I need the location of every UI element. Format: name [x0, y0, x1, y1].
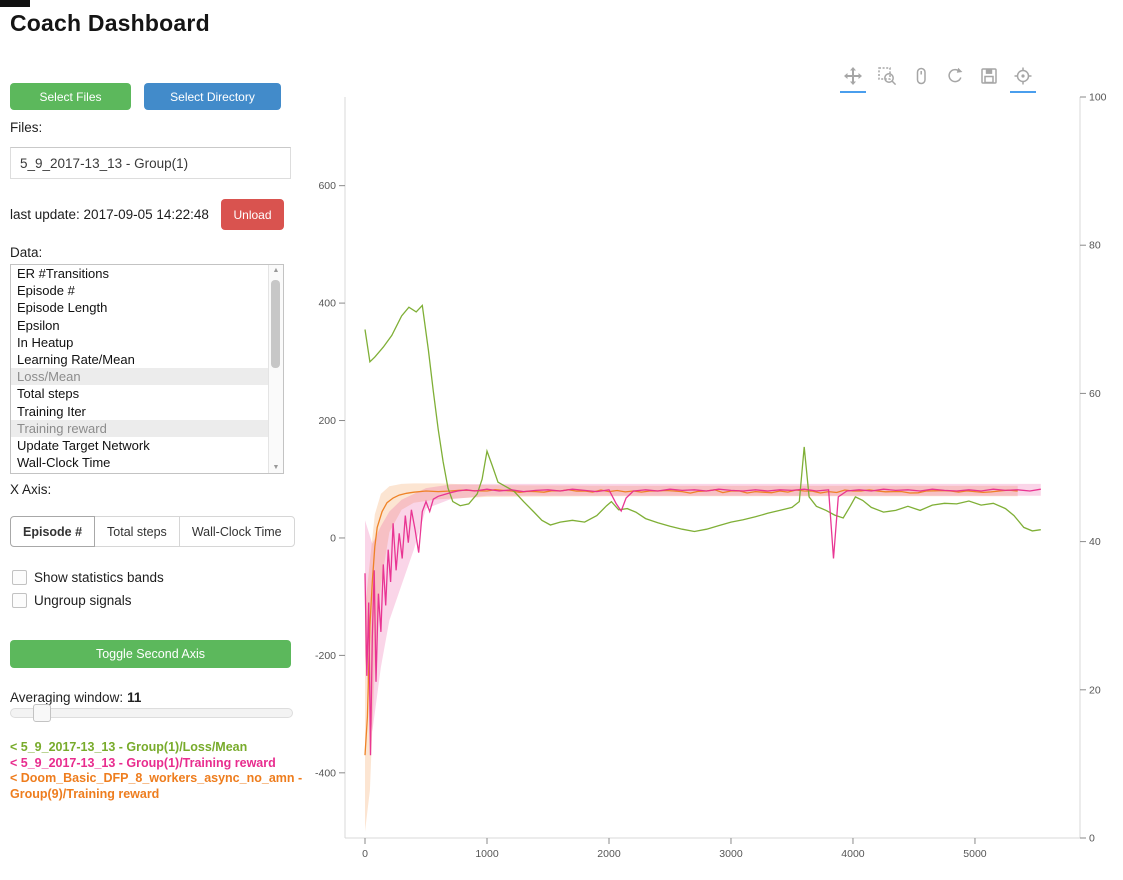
plot-canvas[interactable]: 0 1000 2000 3000 4000 50006004002000-200-4001… — [300, 50, 1123, 875]
x-axis-option-2[interactable]: Wall-Clock Time — [178, 516, 295, 547]
ungroup-signals-label: Ungroup signals — [34, 593, 132, 608]
svg-text:60: 60 — [1089, 388, 1101, 400]
slider-handle[interactable] — [33, 704, 51, 722]
data-label: Data: — [10, 245, 43, 260]
select-files-button[interactable]: Select Files — [10, 83, 131, 110]
x-axis-option-0[interactable]: Episode # — [10, 516, 96, 547]
box-zoom-icon[interactable] — [877, 66, 897, 86]
svg-text:200: 200 — [318, 415, 336, 427]
toggle-second-axis-button[interactable]: Toggle Second Axis — [10, 640, 291, 668]
data-item[interactable]: Training Iter — [17, 403, 86, 419]
data-item[interactable]: Episode # — [17, 283, 75, 299]
svg-text:-400: -400 — [315, 767, 336, 779]
svg-text:400: 400 — [318, 298, 336, 310]
file-select[interactable]: 5_9_2017-13_13 - Group(1) — [10, 147, 291, 179]
legend: < 5_9_2017-13_13 - Group(1)/Loss/Mean < 5… — [10, 740, 304, 802]
data-item[interactable]: Episode Length — [17, 300, 108, 316]
unload-button[interactable]: Unload — [221, 199, 284, 230]
data-item[interactable]: Epsilon — [17, 317, 60, 333]
svg-text:2000: 2000 — [597, 848, 621, 860]
files-label: Files: — [10, 120, 43, 135]
svg-text:3000: 3000 — [719, 848, 743, 860]
x-axis-option-1[interactable]: Total steps — [94, 516, 180, 547]
svg-text:80: 80 — [1089, 240, 1101, 252]
x-axis-label: X Axis: — [10, 482, 52, 497]
save-icon[interactable] — [979, 66, 999, 86]
svg-text:-200: -200 — [315, 650, 336, 662]
listbox-scrollbar[interactable]: ▲ ▼ — [268, 265, 283, 473]
data-listbox[interactable]: ER #Transitions Episode # Episode Length Ep… — [10, 264, 284, 474]
svg-text:0: 0 — [1089, 833, 1095, 845]
x-axis-button-group: Episode # Total steps Wall-Clock Time — [10, 516, 295, 547]
legend-item[interactable]: < 5_9_2017-13_13 - Group(1)/Training rew… — [10, 755, 276, 770]
svg-text:600: 600 — [318, 180, 336, 192]
data-item[interactable]: Wall-Clock Time — [17, 455, 111, 471]
scrollbar-thumb[interactable] — [271, 280, 280, 368]
pan-icon[interactable] — [840, 66, 866, 93]
scroll-up-icon[interactable]: ▲ — [272, 267, 280, 274]
svg-text:100: 100 — [1089, 92, 1107, 104]
ungroup-signals-checkbox[interactable] — [12, 593, 27, 608]
select-directory-button[interactable]: Select Directory — [144, 83, 281, 110]
last-update-text: last update: 2017-09-05 14:22:48 — [10, 207, 209, 222]
file-select-item[interactable]: 5_9_2017-13_13 - Group(1) — [20, 156, 189, 171]
data-item[interactable]: ER #Transitions — [17, 266, 109, 281]
svg-text:1000: 1000 — [475, 848, 499, 860]
svg-text:0: 0 — [330, 532, 336, 544]
legend-item[interactable]: < Doom_Basic_DFP_8_workers_async_no_amn … — [10, 771, 303, 801]
show-statistics-bands-row[interactable]: Show statistics bands — [12, 570, 164, 585]
wheel-zoom-icon[interactable] — [911, 66, 931, 86]
legend-item[interactable]: < 5_9_2017-13_13 - Group(1)/Loss/Mean — [10, 740, 248, 754]
reset-icon[interactable] — [945, 66, 965, 86]
hover-icon[interactable] — [1010, 66, 1036, 93]
show-statistics-bands-checkbox[interactable] — [12, 570, 27, 585]
data-item[interactable]: Update Target Network — [17, 437, 150, 453]
show-statistics-bands-label: Show statistics bands — [34, 570, 164, 585]
svg-text:40: 40 — [1089, 536, 1101, 548]
averaging-window-row: Averaging window: 11 — [10, 690, 141, 705]
bokeh-logo[interactable] — [1047, 66, 1067, 86]
svg-text:5000: 5000 — [963, 848, 987, 860]
data-item[interactable]: Loss/Mean — [11, 368, 283, 386]
svg-text:0: 0 — [362, 848, 368, 860]
svg-text:4000: 4000 — [841, 848, 865, 860]
data-item[interactable]: Learning Rate/Mean — [17, 351, 135, 367]
data-item[interactable]: Total steps — [17, 386, 80, 402]
chart-area: 0 1000 2000 3000 4000 5000 600 400 200 0 -200 -400 1… — [300, 50, 1123, 875]
averaging-window-label: Averaging window: — [10, 690, 124, 705]
ungroup-signals-row[interactable]: Ungroup signals — [12, 593, 132, 608]
averaging-slider[interactable] — [10, 704, 293, 722]
averaging-window-value: 11 — [127, 690, 142, 705]
page-title: Coach Dashboard — [10, 10, 210, 36]
screen-artifact — [0, 0, 30, 7]
scroll-down-icon[interactable]: ▼ — [272, 464, 280, 471]
data-item[interactable]: In Heatup — [17, 334, 74, 350]
chart-toolbar — [840, 66, 1067, 93]
data-item[interactable]: Training reward — [11, 419, 283, 437]
svg-text:20: 20 — [1089, 684, 1101, 696]
